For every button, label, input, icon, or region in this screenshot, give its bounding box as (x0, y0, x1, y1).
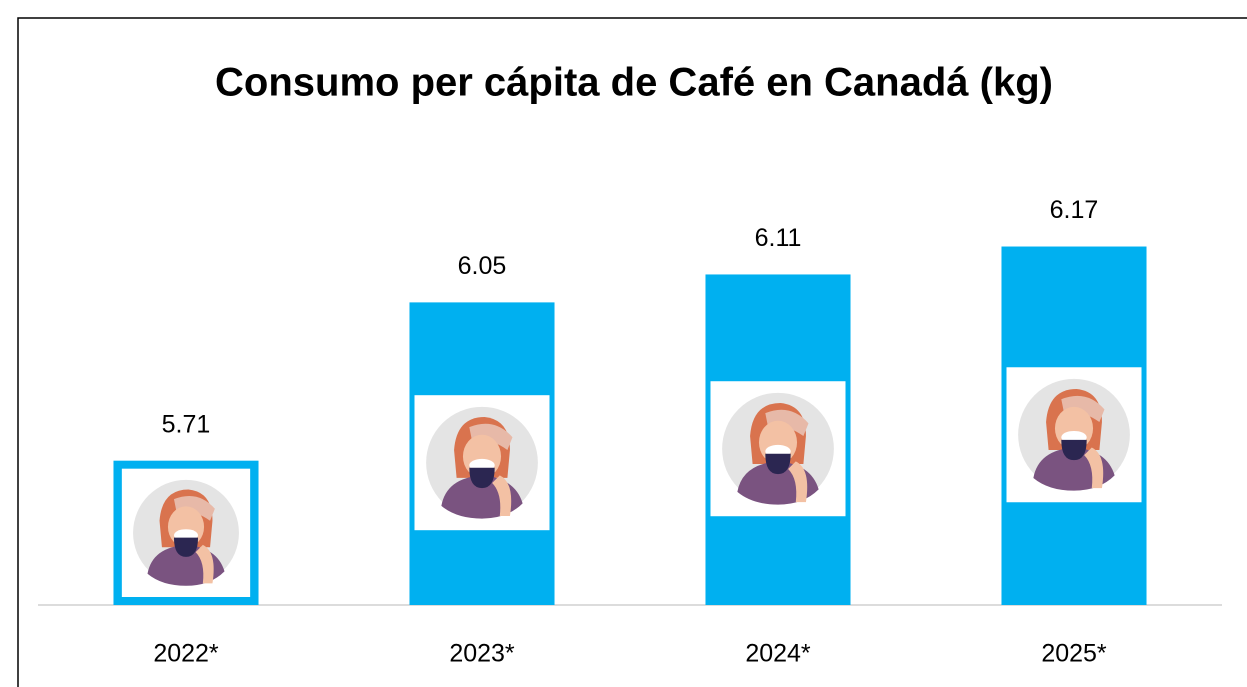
x-tick-label: 2025* (1041, 640, 1107, 668)
chart-border (17, 17, 1247, 687)
x-tick-label: 2023* (449, 640, 515, 668)
value-label: 5.71 (162, 410, 211, 438)
person-icon (1018, 378, 1130, 491)
value-label: 6.17 (1050, 196, 1099, 224)
person-icon (426, 406, 538, 519)
person-icon (133, 479, 239, 586)
value-label: 6.05 (458, 252, 507, 280)
chart-title: Consumo per cápita de Café en Canadá (kg… (215, 61, 1053, 105)
x-tick-label: 2022* (153, 640, 219, 668)
value-label: 6.11 (755, 224, 802, 252)
x-tick-label: 2024* (745, 640, 811, 668)
person-icon (722, 392, 834, 505)
